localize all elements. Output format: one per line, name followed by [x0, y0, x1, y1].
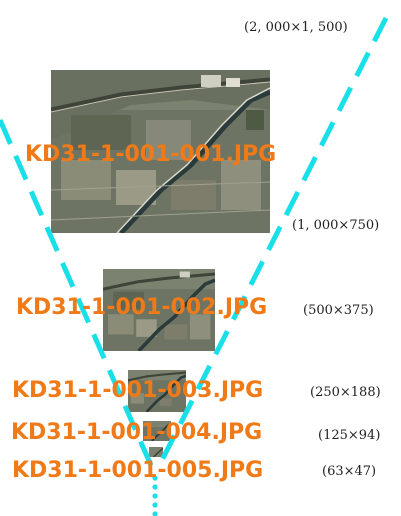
- filename-label-level-2: KD31-1-001-002.JPG: [16, 295, 268, 320]
- dims-label-level-1: (1, 000×750): [292, 218, 380, 233]
- dims-label-level-0: (2, 000×1, 500): [244, 20, 348, 35]
- filename-label-level-1: KD31-1-001-001.JPG: [25, 142, 277, 167]
- dims-label-level-4: (125×94): [318, 428, 381, 443]
- dims-label-level-5: (63×47): [322, 464, 377, 479]
- continuation-dot: [152, 502, 158, 508]
- continuation-dot: [152, 511, 158, 516]
- dims-label-level-2: (500×375): [303, 303, 374, 318]
- filename-label-level-3: KD31-1-001-003.JPG: [12, 378, 264, 403]
- filename-label-level-5: KD31-1-001-005.JPG: [12, 458, 264, 483]
- top-image-edge: [0, 0, 401, 6]
- dims-label-level-3: (250×188): [310, 385, 381, 400]
- continuation-dot: [152, 484, 158, 490]
- aerial-image-level-5: [149, 447, 163, 457]
- continuation-dot: [152, 493, 158, 499]
- filename-label-level-4: KD31-1-001-004.JPG: [11, 420, 263, 445]
